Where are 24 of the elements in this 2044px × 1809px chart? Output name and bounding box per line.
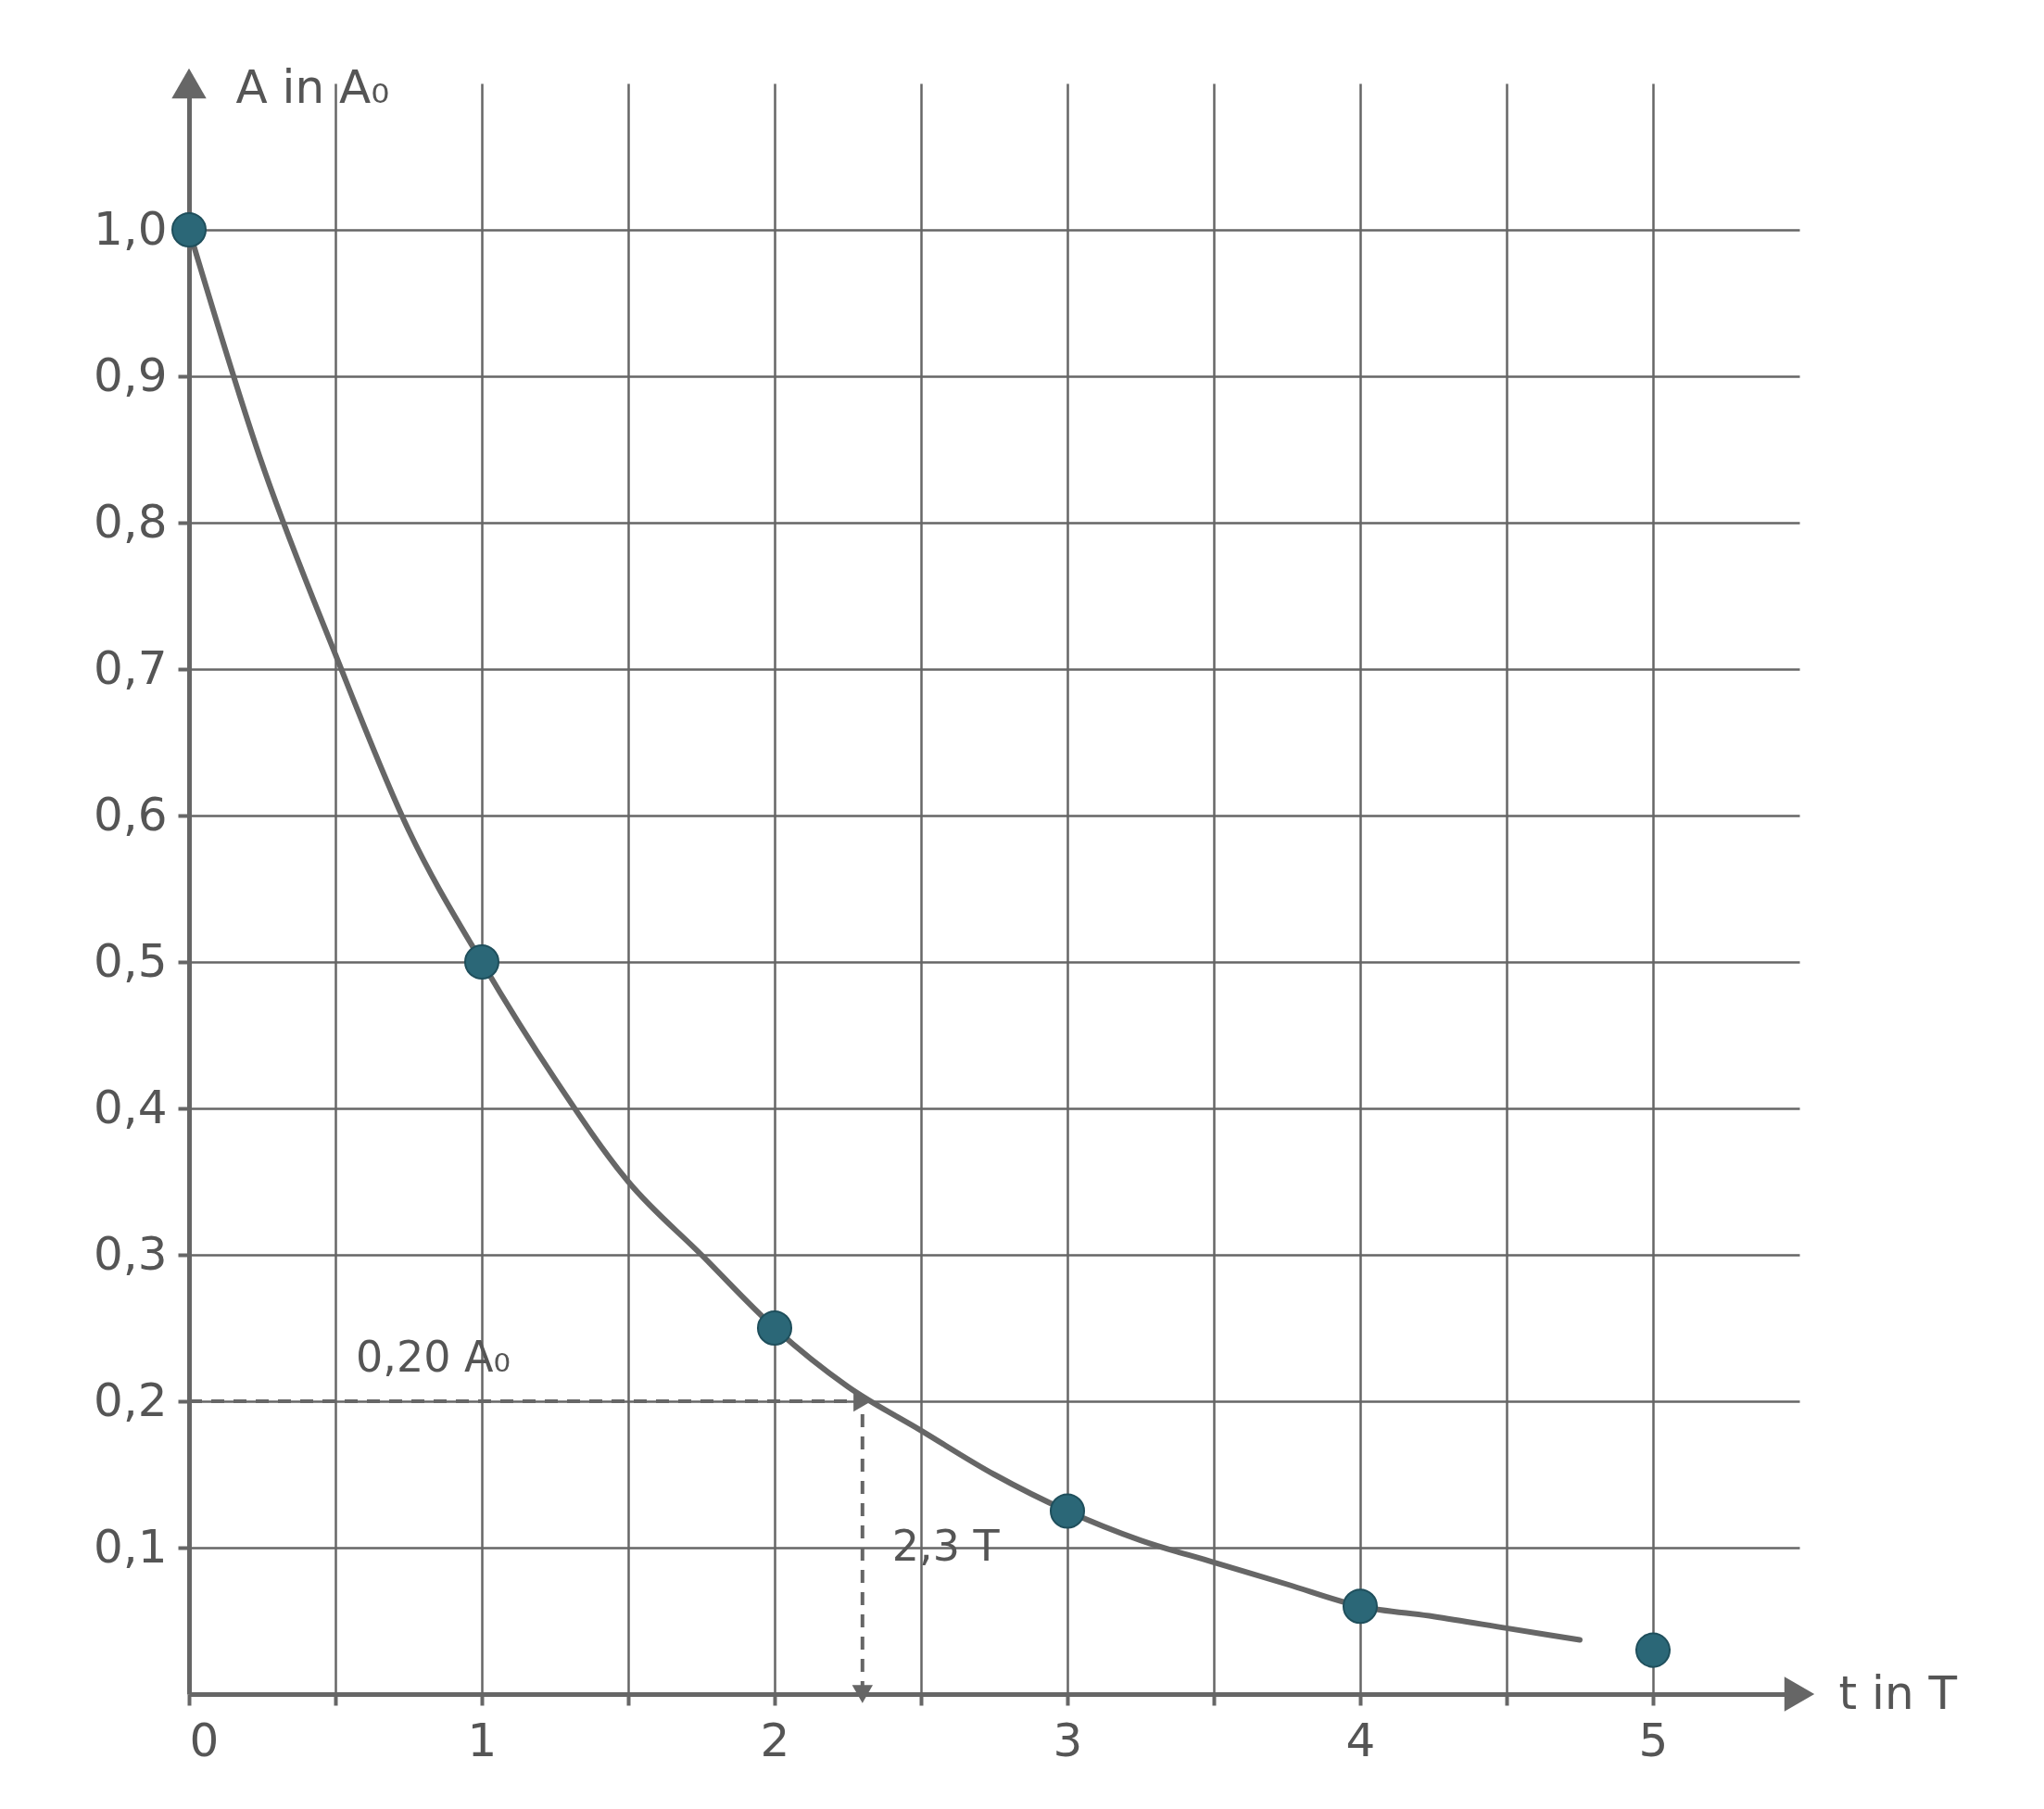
y-axis-title: A in A₀	[235, 59, 390, 114]
x-tick-label: 3	[1053, 1713, 1083, 1767]
point	[1342, 1588, 1379, 1625]
y-tick-label: 0,5	[93, 933, 168, 988]
y-tick-label: 0,8	[93, 494, 168, 549]
x-tick-label: 4	[1345, 1713, 1376, 1767]
x-tick-label: 5	[1638, 1713, 1669, 1767]
point	[1634, 1632, 1672, 1668]
y-tick-label: 0,4	[93, 1080, 168, 1134]
x-tick-label: 1	[467, 1713, 498, 1767]
x-tick-label: 2	[760, 1713, 790, 1767]
y-tick-label: 0,2	[93, 1373, 168, 1427]
x-axis-title: t in T	[1838, 1665, 1958, 1720]
point	[756, 1310, 793, 1346]
point	[170, 212, 208, 247]
y-tick-label: 0,7	[93, 640, 168, 695]
y-tick-label: 0,3	[93, 1226, 168, 1281]
y-tick-label: 0,9	[93, 348, 168, 402]
y-tick-label: 0,1	[93, 1519, 168, 1574]
y-tick-label: 1,0	[93, 201, 168, 256]
y-tick-label: 0,6	[93, 787, 168, 841]
point	[463, 944, 500, 980]
point	[1049, 1493, 1086, 1529]
x-tick-label: 0	[189, 1713, 220, 1767]
